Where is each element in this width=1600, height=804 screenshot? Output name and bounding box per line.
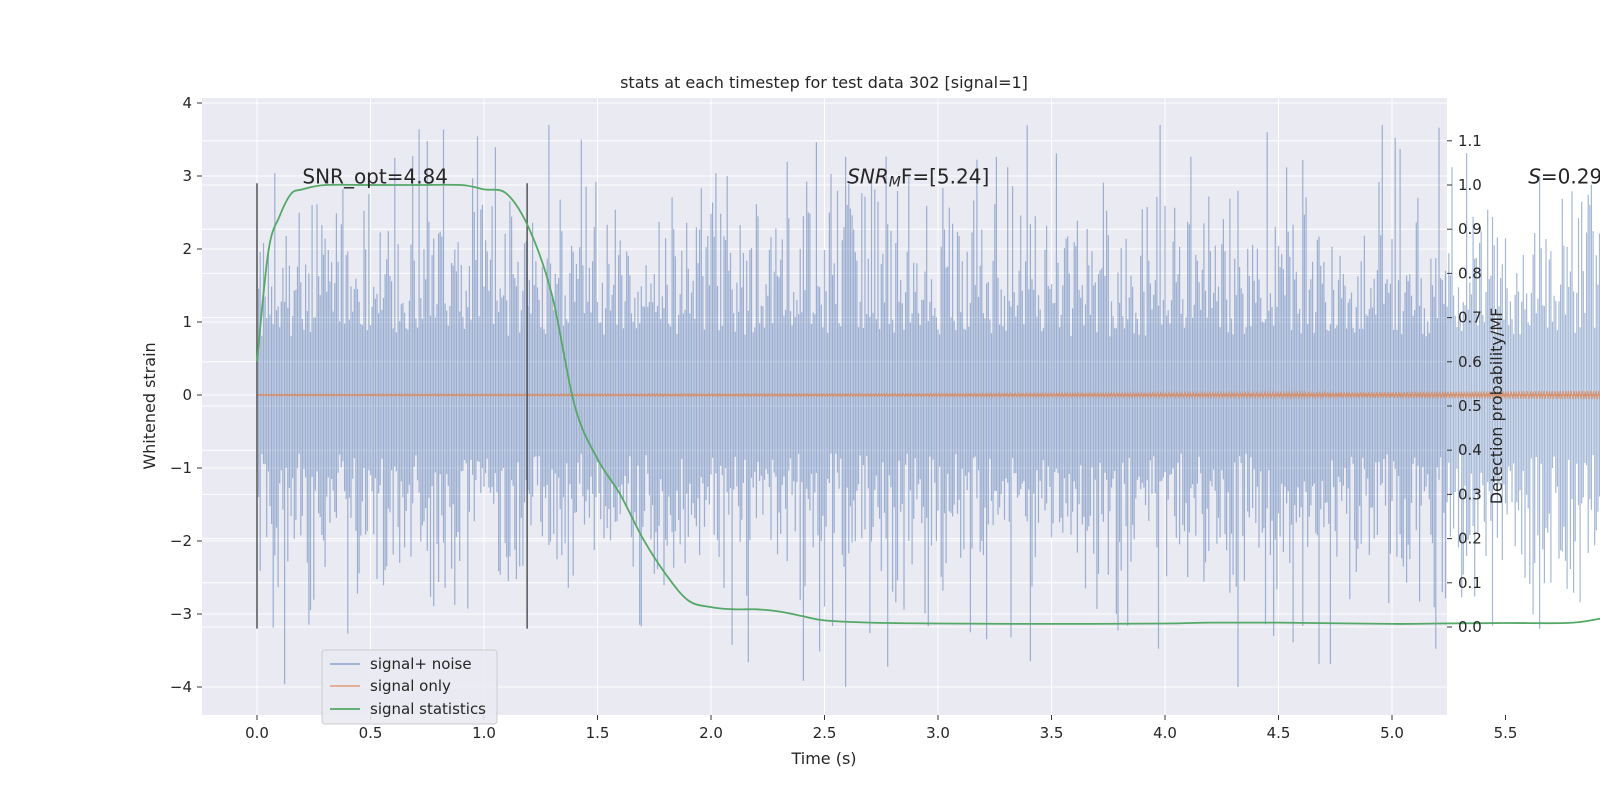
y-right-tick-label: 0.5 [1458,397,1482,415]
signal-only-series [256,390,1600,400]
y-right-tick-label: 0.8 [1458,264,1482,282]
axis-ticks: 0.00.51.01.52.02.53.03.54.04.55.05.56.06… [170,94,1518,742]
annotation-snr-mf: SNRMF=[5.24] [847,164,989,190]
y-right-tick-label: 0.1 [1458,574,1482,592]
y-left-tick-label: −4 [170,678,192,696]
x-tick-label: 2.0 [699,724,723,742]
y-left-tick-label: −2 [170,532,192,550]
signal-statistics-trace [256,183,1600,625]
annotation-snr-opt: SNR_opt=4.84 [302,164,448,188]
y-right-tick-label: 0.7 [1458,309,1482,327]
annotation-part: F=[5.24] [901,164,989,188]
x-tick-label: 4.5 [1267,724,1291,742]
x-tick-label: 5.5 [1494,724,1518,742]
legend-box [321,649,498,725]
y-right-tick-label: 0.6 [1458,353,1482,371]
y-left-tick-label: 2 [182,240,192,258]
y-left-tick-label: −1 [170,459,192,477]
x-tick-label: 3.0 [926,724,950,742]
chart-title: stats at each timestep for test data 302… [620,73,1028,92]
y-axis-label-right: Detection probability/MF [1487,308,1506,505]
x-tick-label: 4.0 [1153,724,1177,742]
signal-statistics-series [256,183,1600,625]
y-right-tick-label: 0.0 [1458,618,1482,636]
y-left-tick-label: −3 [170,605,192,623]
legend-label-signal-statistics: signal statistics [370,700,486,718]
signal-only-trace [256,390,1600,400]
annotation-part: SNR [847,164,889,188]
y-right-tick-label: 1.1 [1458,132,1482,150]
y-left-tick-label: 0 [182,386,192,404]
x-tick-label: 2.5 [813,724,837,742]
y-left-tick-label: 1 [182,313,192,331]
annotation-s: S=0.29 [1528,164,1600,188]
annotation-part: M [889,174,901,190]
annotation-part: =0.29 [1541,164,1600,188]
y-left-tick-label: 3 [182,167,192,185]
legend-label-signal-noise: signal+ noise [370,655,472,673]
x-tick-label: 3.5 [1040,724,1064,742]
annotation-part: SNR_opt=4.84 [302,164,448,188]
y-left-tick-label: 4 [182,94,192,112]
x-tick-label: 5.0 [1380,724,1404,742]
y-right-tick-label: 0.4 [1458,441,1482,459]
x-axis-label: Time (s) [790,749,856,768]
x-tick-label: 1.0 [472,724,496,742]
x-tick-label: 0.0 [245,724,269,742]
y-right-tick-label: 0.2 [1458,530,1482,548]
x-tick-label: 1.5 [586,724,610,742]
x-tick-label: 0.5 [359,724,383,742]
legend-label-signal-only: signal only [370,677,451,695]
y-right-tick-label: 0.3 [1458,485,1482,503]
y-right-tick-label: 1.0 [1458,176,1482,194]
y-right-tick-label: 0.9 [1458,220,1482,238]
annotation-part: S [1528,164,1541,188]
vertical-markers [256,183,528,629]
y-axis-label-left: Whitened strain [140,342,159,469]
legend: signal+ noise signal only signal statist… [321,649,498,725]
